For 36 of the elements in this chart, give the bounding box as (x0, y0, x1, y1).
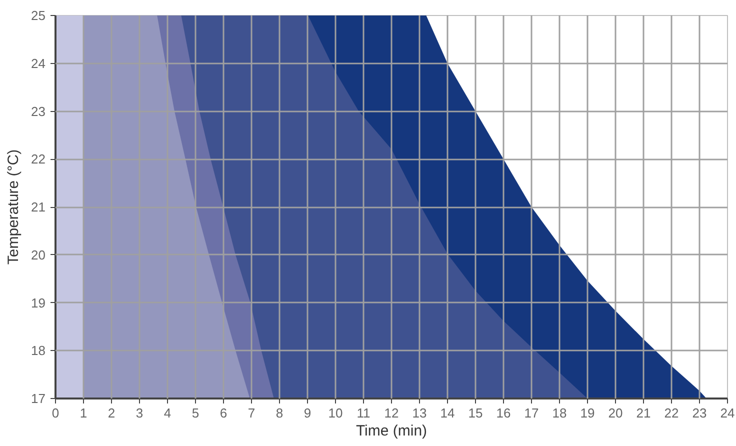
y-tick-label: 24 (31, 56, 46, 71)
y-tick-label: 22 (31, 152, 46, 167)
x-tick-label: 10 (328, 406, 343, 420)
y-tick-label: 21 (31, 200, 46, 214)
x-tick-label: 24 (720, 406, 735, 420)
x-tick-label: 18 (552, 406, 567, 420)
y-tick-label: 25 (31, 8, 46, 23)
y-tick-label: 20 (31, 247, 46, 262)
x-tick-label: 8 (276, 406, 284, 420)
y-tick-label: 17 (31, 391, 46, 406)
x-tick-label: 9 (304, 406, 312, 420)
x-tick-label: 7 (248, 406, 256, 420)
x-tick-label: 2 (108, 406, 116, 420)
x-tick-label: 15 (468, 406, 483, 420)
x-tick-label: 21 (636, 406, 651, 420)
x-tick-label: 20 (608, 406, 623, 420)
x-axis-title: Time (min) (356, 422, 428, 440)
x-tick-label: 5 (192, 406, 200, 420)
x-tick-label: 11 (356, 406, 370, 420)
y-tick-label: 19 (31, 295, 46, 310)
x-tick-label: 23 (692, 406, 707, 420)
x-tick-label: 4 (164, 406, 172, 420)
x-tick-label: 17 (524, 406, 539, 420)
y-axis-title: Temperature (°C) (5, 149, 22, 265)
x-tick-label: 13 (412, 406, 427, 420)
x-tick-label: 14 (440, 406, 455, 420)
x-tick-label: 19 (580, 406, 595, 420)
x-tick-label: 16 (496, 406, 511, 420)
x-tick-label: 6 (220, 406, 228, 420)
x-tick-label: 12 (384, 406, 399, 420)
y-tick-label: 23 (31, 104, 46, 119)
x-tick-label: 0 (52, 406, 60, 420)
x-tick-label: 1 (80, 406, 88, 420)
y-tick-label: 18 (31, 343, 46, 358)
x-tick-label: 22 (664, 406, 679, 420)
x-tick-label: 3 (136, 406, 144, 420)
